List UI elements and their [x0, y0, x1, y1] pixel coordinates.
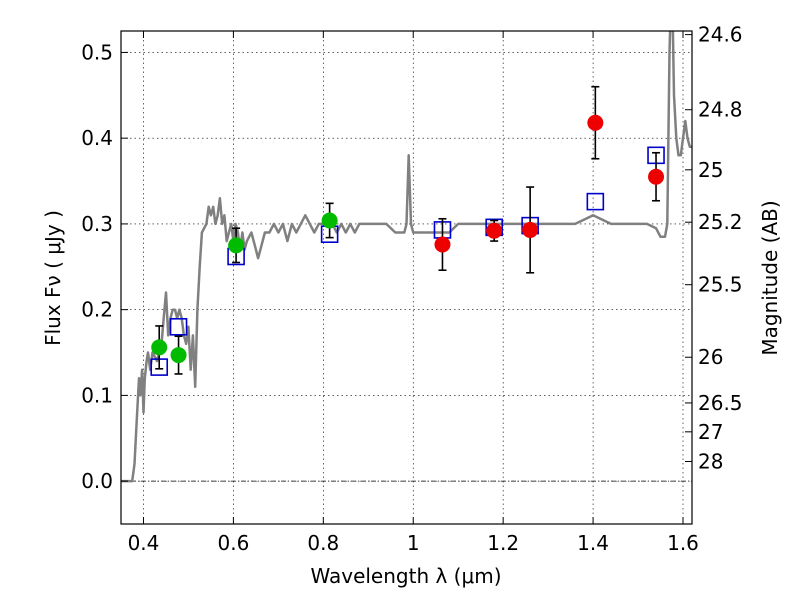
model-photometry-point: [169, 317, 188, 336]
right-tick-label: 27: [698, 420, 723, 444]
x-tick-label: 1.2: [487, 531, 519, 555]
right-tick-label: 25.5: [698, 273, 743, 297]
y-axis-right: 24.6 24.8 25 25.2 25.5 26 26.5 27 28: [685, 23, 743, 473]
right-tick-label: 25: [698, 158, 723, 182]
x-tick-label: 0.6: [217, 531, 249, 555]
flux-measurement-point: [151, 339, 168, 356]
right-tick-label: 25.2: [698, 210, 743, 234]
x-axis: 0.4 0.6 0.8 1 1.2 1.4 1.6: [128, 31, 699, 555]
right-tick-label: 24.8: [698, 98, 743, 122]
flux-measurement-point: [170, 347, 187, 364]
flux-measurement-point: [522, 221, 539, 238]
y-axis-label: Flux Fν ( μJy ): [41, 210, 65, 346]
flux-measurement-point: [587, 114, 604, 131]
x-tick-label: 1: [407, 531, 420, 555]
y-axis-label-right: Magnitude (AB): [758, 200, 782, 355]
x-tick-label: 1.4: [577, 531, 609, 555]
model-sed-line: [121, 31, 692, 483]
flux-measurement-point: [434, 236, 451, 253]
y-tick-label: 0.1: [81, 383, 113, 407]
model-photometry-point: [586, 192, 605, 211]
y-tick-label: 0.0: [81, 469, 113, 493]
plot-frame: [120, 30, 693, 525]
right-tick-label: 24.6: [698, 23, 743, 47]
flux-measurement-point: [648, 168, 665, 185]
flux-measurement-point: [228, 237, 245, 254]
x-axis-label: Wavelength λ (μm): [310, 564, 501, 588]
x-tick-label: 0.8: [307, 531, 339, 555]
flux-measurement-point: [486, 222, 503, 239]
y-axis-left: 0.0 0.1 0.2 0.3 0.4 0.5: [81, 40, 128, 493]
y-tick-label: 0.5: [81, 40, 113, 64]
y-tick-label: 0.2: [81, 298, 113, 322]
y-tick-label: 0.3: [81, 212, 113, 236]
right-tick-label: 26.5: [698, 391, 743, 415]
flux-measurement-point: [321, 212, 338, 229]
x-tick-label: 0.4: [128, 531, 160, 555]
series-layer: [121, 31, 692, 483]
right-tick-label: 26: [698, 345, 723, 369]
y-tick-label: 0.4: [81, 126, 113, 150]
x-tick-label: 1.6: [667, 531, 699, 555]
right-tick-label: 28: [698, 449, 723, 473]
